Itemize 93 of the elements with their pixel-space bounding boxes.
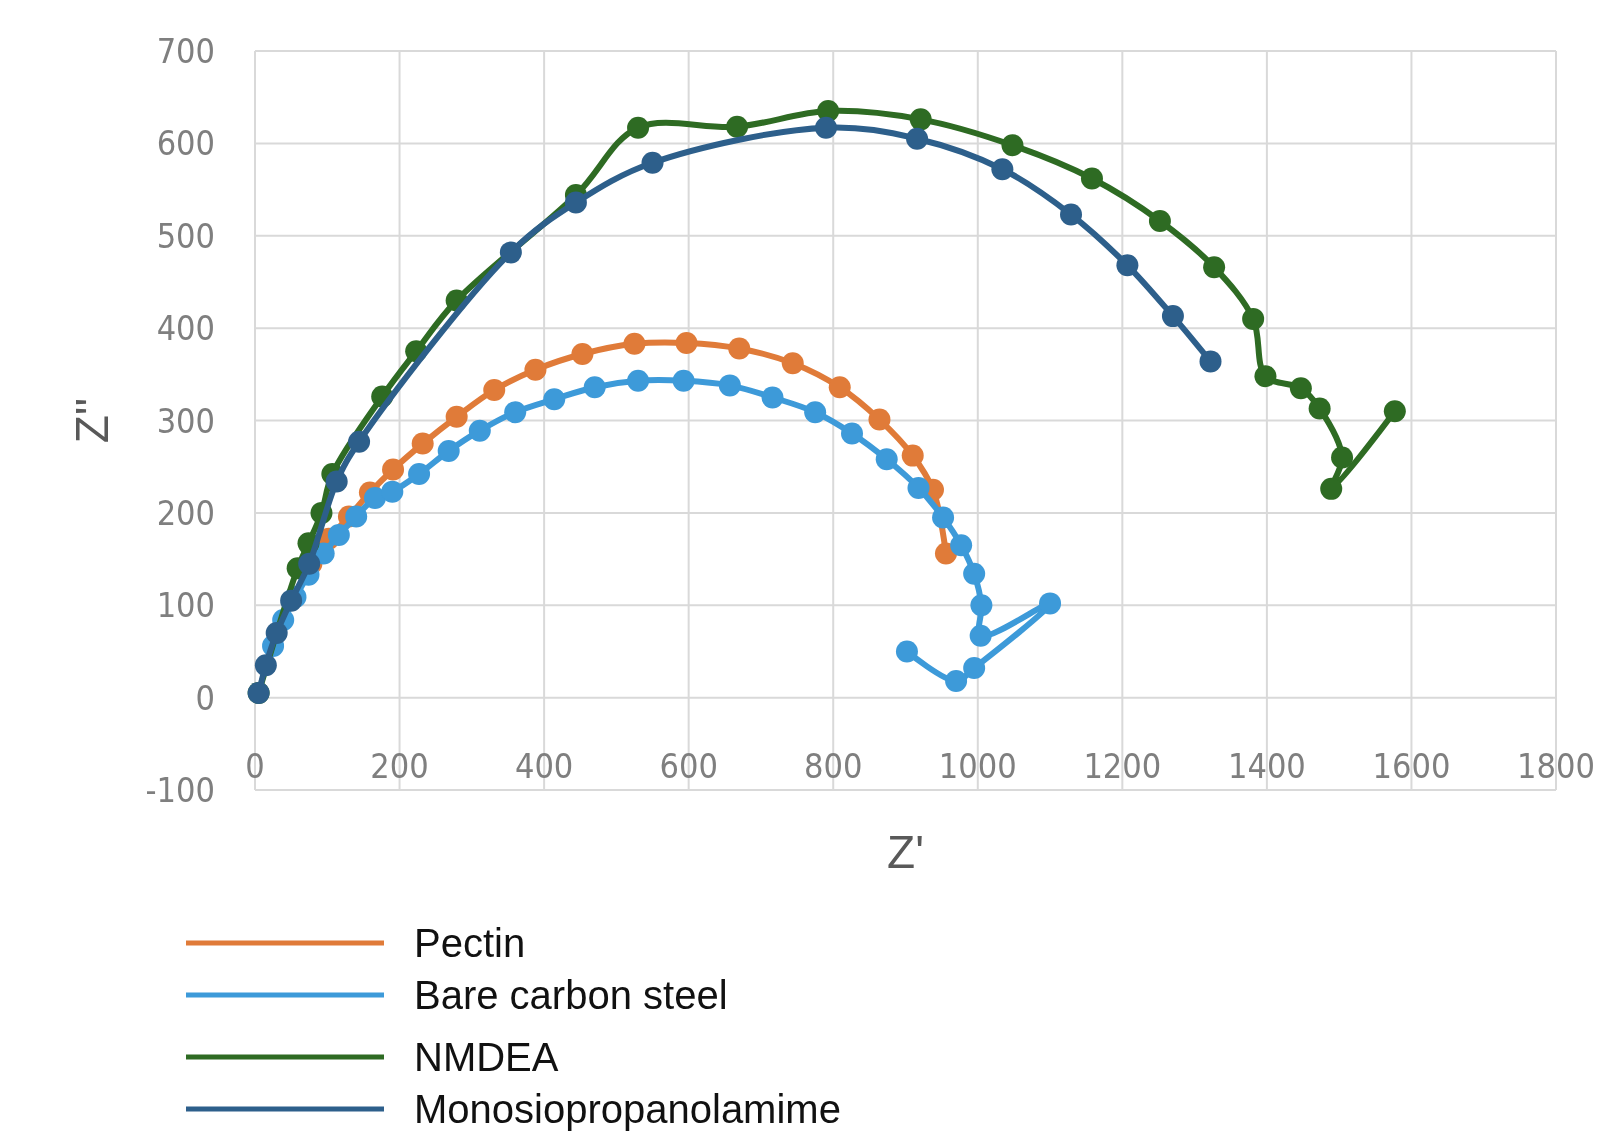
point — [868, 408, 891, 431]
point — [445, 405, 468, 428]
x-tick-label: 1200 — [1083, 746, 1162, 786]
x-tick-label: 1400 — [1227, 746, 1306, 786]
point — [781, 352, 804, 375]
point — [1254, 365, 1277, 388]
point — [932, 506, 955, 529]
point — [627, 116, 650, 139]
point — [814, 116, 837, 139]
point — [970, 594, 993, 617]
point — [991, 158, 1014, 181]
point — [1148, 209, 1171, 232]
point — [672, 369, 695, 392]
y-tick-label: 400 — [156, 308, 215, 349]
point — [1308, 397, 1331, 420]
point — [411, 432, 434, 455]
point — [254, 654, 277, 677]
point — [1161, 305, 1184, 328]
x-tick-label: 600 — [659, 746, 718, 786]
point — [348, 430, 371, 453]
point — [1331, 446, 1354, 469]
point — [543, 388, 566, 411]
point — [1116, 254, 1139, 277]
x-tick-label: 1600 — [1372, 746, 1451, 786]
x-tick-label: 800 — [804, 746, 863, 786]
point — [907, 476, 930, 499]
legend-label: Pectin — [414, 921, 526, 965]
point — [1060, 203, 1083, 226]
point — [499, 241, 522, 264]
x-tick-label: 0 — [245, 746, 265, 786]
point — [945, 670, 968, 692]
point — [1001, 134, 1024, 157]
point — [969, 624, 992, 647]
y-tick-label: 500 — [156, 215, 215, 256]
y-tick-label: 200 — [156, 492, 215, 533]
point — [627, 369, 650, 392]
point — [468, 419, 491, 442]
legend-label: NMDEA — [414, 1035, 559, 1079]
point — [1320, 477, 1343, 500]
point — [728, 337, 751, 360]
point — [1242, 307, 1265, 330]
point — [950, 534, 973, 557]
y-tick-label: 0 — [195, 677, 215, 718]
point — [828, 376, 851, 399]
point — [327, 524, 350, 547]
point — [325, 470, 348, 493]
x-tick-label: 400 — [514, 746, 574, 786]
y-tick-label: -100 — [145, 770, 215, 810]
point — [1199, 350, 1222, 373]
y-tick-label: 700 — [156, 31, 215, 71]
x-axis-title: Z' — [887, 826, 924, 878]
y-tick-label: 300 — [156, 400, 215, 441]
point — [1383, 400, 1406, 423]
point — [641, 151, 664, 174]
point — [963, 657, 986, 680]
point — [382, 458, 405, 481]
point — [1039, 592, 1062, 615]
point — [524, 358, 547, 381]
point — [718, 374, 741, 397]
y-axis-title: Z'' — [66, 397, 118, 444]
point — [265, 621, 288, 644]
point — [901, 444, 924, 467]
point — [841, 422, 864, 445]
legend-label: Monosiopropanolamime — [414, 1087, 841, 1131]
point — [875, 448, 898, 471]
point — [726, 115, 749, 138]
point — [1289, 377, 1312, 400]
y-tick-label: 100 — [156, 585, 215, 626]
point — [571, 342, 594, 365]
point — [1080, 167, 1103, 190]
point — [345, 505, 368, 528]
point — [1203, 256, 1226, 279]
legend-label: Bare carbon steel — [414, 973, 728, 1017]
x-tick-label: 1000 — [938, 746, 1017, 786]
point — [623, 332, 646, 355]
point — [583, 376, 606, 399]
point — [963, 562, 986, 585]
point — [363, 487, 386, 510]
point — [381, 480, 404, 503]
x-tick-label: 200 — [370, 746, 429, 786]
x-tick-label: 1800 — [1517, 746, 1595, 786]
point — [437, 439, 460, 462]
point — [804, 401, 827, 424]
point — [909, 108, 932, 131]
point — [675, 331, 698, 354]
y-tick-label: 600 — [156, 123, 215, 164]
point — [504, 401, 527, 424]
point — [906, 127, 929, 150]
point — [408, 463, 431, 486]
point — [483, 379, 506, 402]
point — [761, 386, 784, 409]
point — [895, 640, 918, 663]
point — [564, 191, 587, 214]
